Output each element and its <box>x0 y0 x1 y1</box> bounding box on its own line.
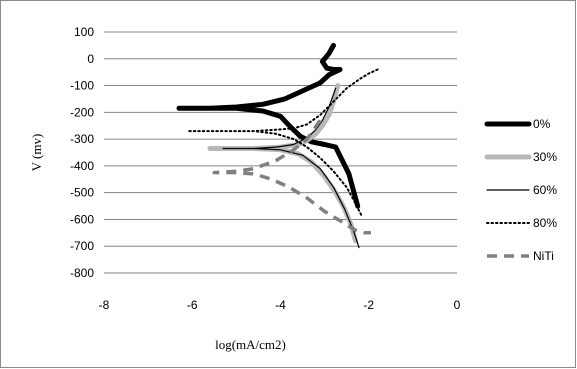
series-line-0 <box>176 42 361 209</box>
legend-label: NiTi <box>533 249 554 263</box>
series-line-4 <box>212 119 371 235</box>
legend-label: 30% <box>533 150 557 164</box>
x-tick-label: -2 <box>363 298 374 312</box>
legend: 0% 30% 60% 80% NiTi <box>484 117 557 263</box>
legend-label: 60% <box>533 183 557 197</box>
grid-lines <box>104 31 457 274</box>
x-tick-label: -8 <box>99 298 110 312</box>
y-tick-label: -400 <box>70 159 94 173</box>
legend-label: 80% <box>533 216 557 230</box>
series-line-2 <box>222 87 360 249</box>
y-tick-label: -700 <box>70 239 94 253</box>
y-tick-label: -600 <box>70 212 94 226</box>
x-axis-title: log(mA/cm2) <box>215 337 286 352</box>
y-tick-label: 0 <box>87 52 94 66</box>
x-tick-label: -6 <box>187 298 198 312</box>
y-tick-label: -500 <box>70 186 94 200</box>
y-tick-label: -200 <box>70 105 94 119</box>
series-layer <box>176 42 379 249</box>
y-tick-labels: 100 0 -100 -200 -300 -400 -500 -600 -700 -800 <box>70 25 94 280</box>
y-tick-label: 100 <box>74 25 94 39</box>
y-tick-label: -100 <box>70 79 94 93</box>
x-tick-label: -4 <box>275 298 286 312</box>
x-tick-labels: -8 -6 -4 -2 0 <box>99 298 461 312</box>
x-tick-label: 0 <box>454 298 461 312</box>
y-tick-label: -800 <box>70 266 94 280</box>
y-axis-title: V (mv) <box>29 134 44 172</box>
series-line-3 <box>186 68 379 218</box>
legend-label: 0% <box>533 117 551 131</box>
y-tick-label: -300 <box>70 132 94 146</box>
